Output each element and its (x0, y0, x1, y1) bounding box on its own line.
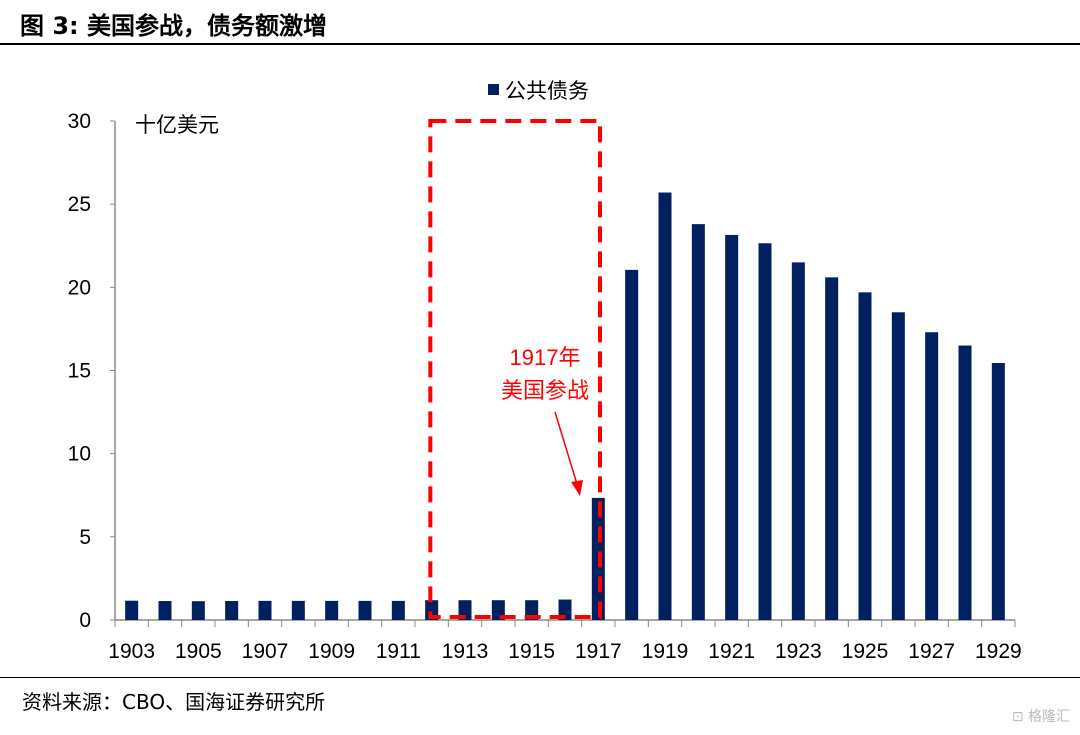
x-tick-label: 1913 (442, 640, 489, 663)
y-tick-label: 10 (68, 443, 91, 466)
bar-1910 (358, 600, 372, 620)
bar-1916 (558, 599, 572, 620)
x-tick-label: 1905 (175, 640, 222, 663)
bar-1903 (125, 600, 139, 620)
watermark: ⊡ 格隆汇 (1011, 709, 1070, 725)
y-tick-label: 0 (79, 609, 91, 632)
bar-1907 (258, 600, 272, 620)
figure-title: 图 3: 美国参战，债务额激增 (20, 12, 328, 40)
x-tick-label: 1915 (508, 640, 555, 663)
bar-1908 (291, 600, 305, 620)
y-tick-label: 5 (79, 526, 91, 549)
bar-1905 (191, 601, 205, 620)
x-tick-label: 1917 (575, 640, 622, 663)
bar-1927 (925, 332, 939, 620)
x-tick-label: 1929 (975, 640, 1022, 663)
y-tick-label: 30 (68, 110, 91, 133)
x-tick-label: 1909 (308, 640, 355, 663)
x-tick-label: 1925 (842, 640, 889, 663)
bar-chart: 公共债务 十亿美元 0 5 10 15 20 25 30 1903 1905 1907 1909 19… (68, 80, 1022, 663)
x-tick-label: 1921 (708, 640, 755, 663)
legend: 公共债务 (488, 80, 589, 103)
x-tick-label: 1919 (642, 640, 689, 663)
source-divider (0, 677, 1080, 678)
highlight-box (428, 119, 603, 619)
y-tick-label: 15 (68, 360, 91, 383)
annotation-line-1: 1917年 (510, 345, 581, 370)
bar-1920 (691, 224, 705, 621)
annotation-arrow (554, 411, 578, 485)
y-tick-label: 20 (68, 276, 91, 299)
bar-1918 (625, 269, 639, 620)
y-axis-unit: 十亿美元 (135, 114, 219, 137)
y-tick-label: 25 (68, 193, 91, 216)
x-tick-label: 1923 (775, 640, 822, 663)
arrow-head-icon (571, 480, 583, 496)
legend-swatch (488, 84, 499, 95)
x-tick-label: 1903 (108, 640, 155, 663)
bar-1929 (991, 363, 1005, 620)
title-divider (0, 43, 1080, 45)
bar-1906 (225, 601, 239, 620)
bar-1923 (791, 262, 805, 620)
bar-1922 (758, 243, 772, 620)
x-tick-label: 1911 (376, 640, 421, 663)
bar-1928 (958, 345, 972, 620)
source-note: 资料来源：CBO、国海证券研究所 (22, 690, 326, 714)
bar-1911 (391, 600, 405, 620)
bar-1924 (825, 277, 839, 620)
annotation-line-2: 美国参战 (501, 378, 589, 403)
bar-1926 (891, 312, 905, 620)
x-tick-label: 1907 (242, 640, 289, 663)
bar-1921 (725, 234, 739, 620)
legend-label: 公共债务 (505, 80, 589, 103)
x-tick-label: 1927 (908, 640, 955, 663)
bar-1909 (325, 600, 339, 620)
bar-1904 (158, 601, 172, 620)
bar-1925 (858, 292, 872, 620)
bar-1919 (658, 192, 672, 621)
